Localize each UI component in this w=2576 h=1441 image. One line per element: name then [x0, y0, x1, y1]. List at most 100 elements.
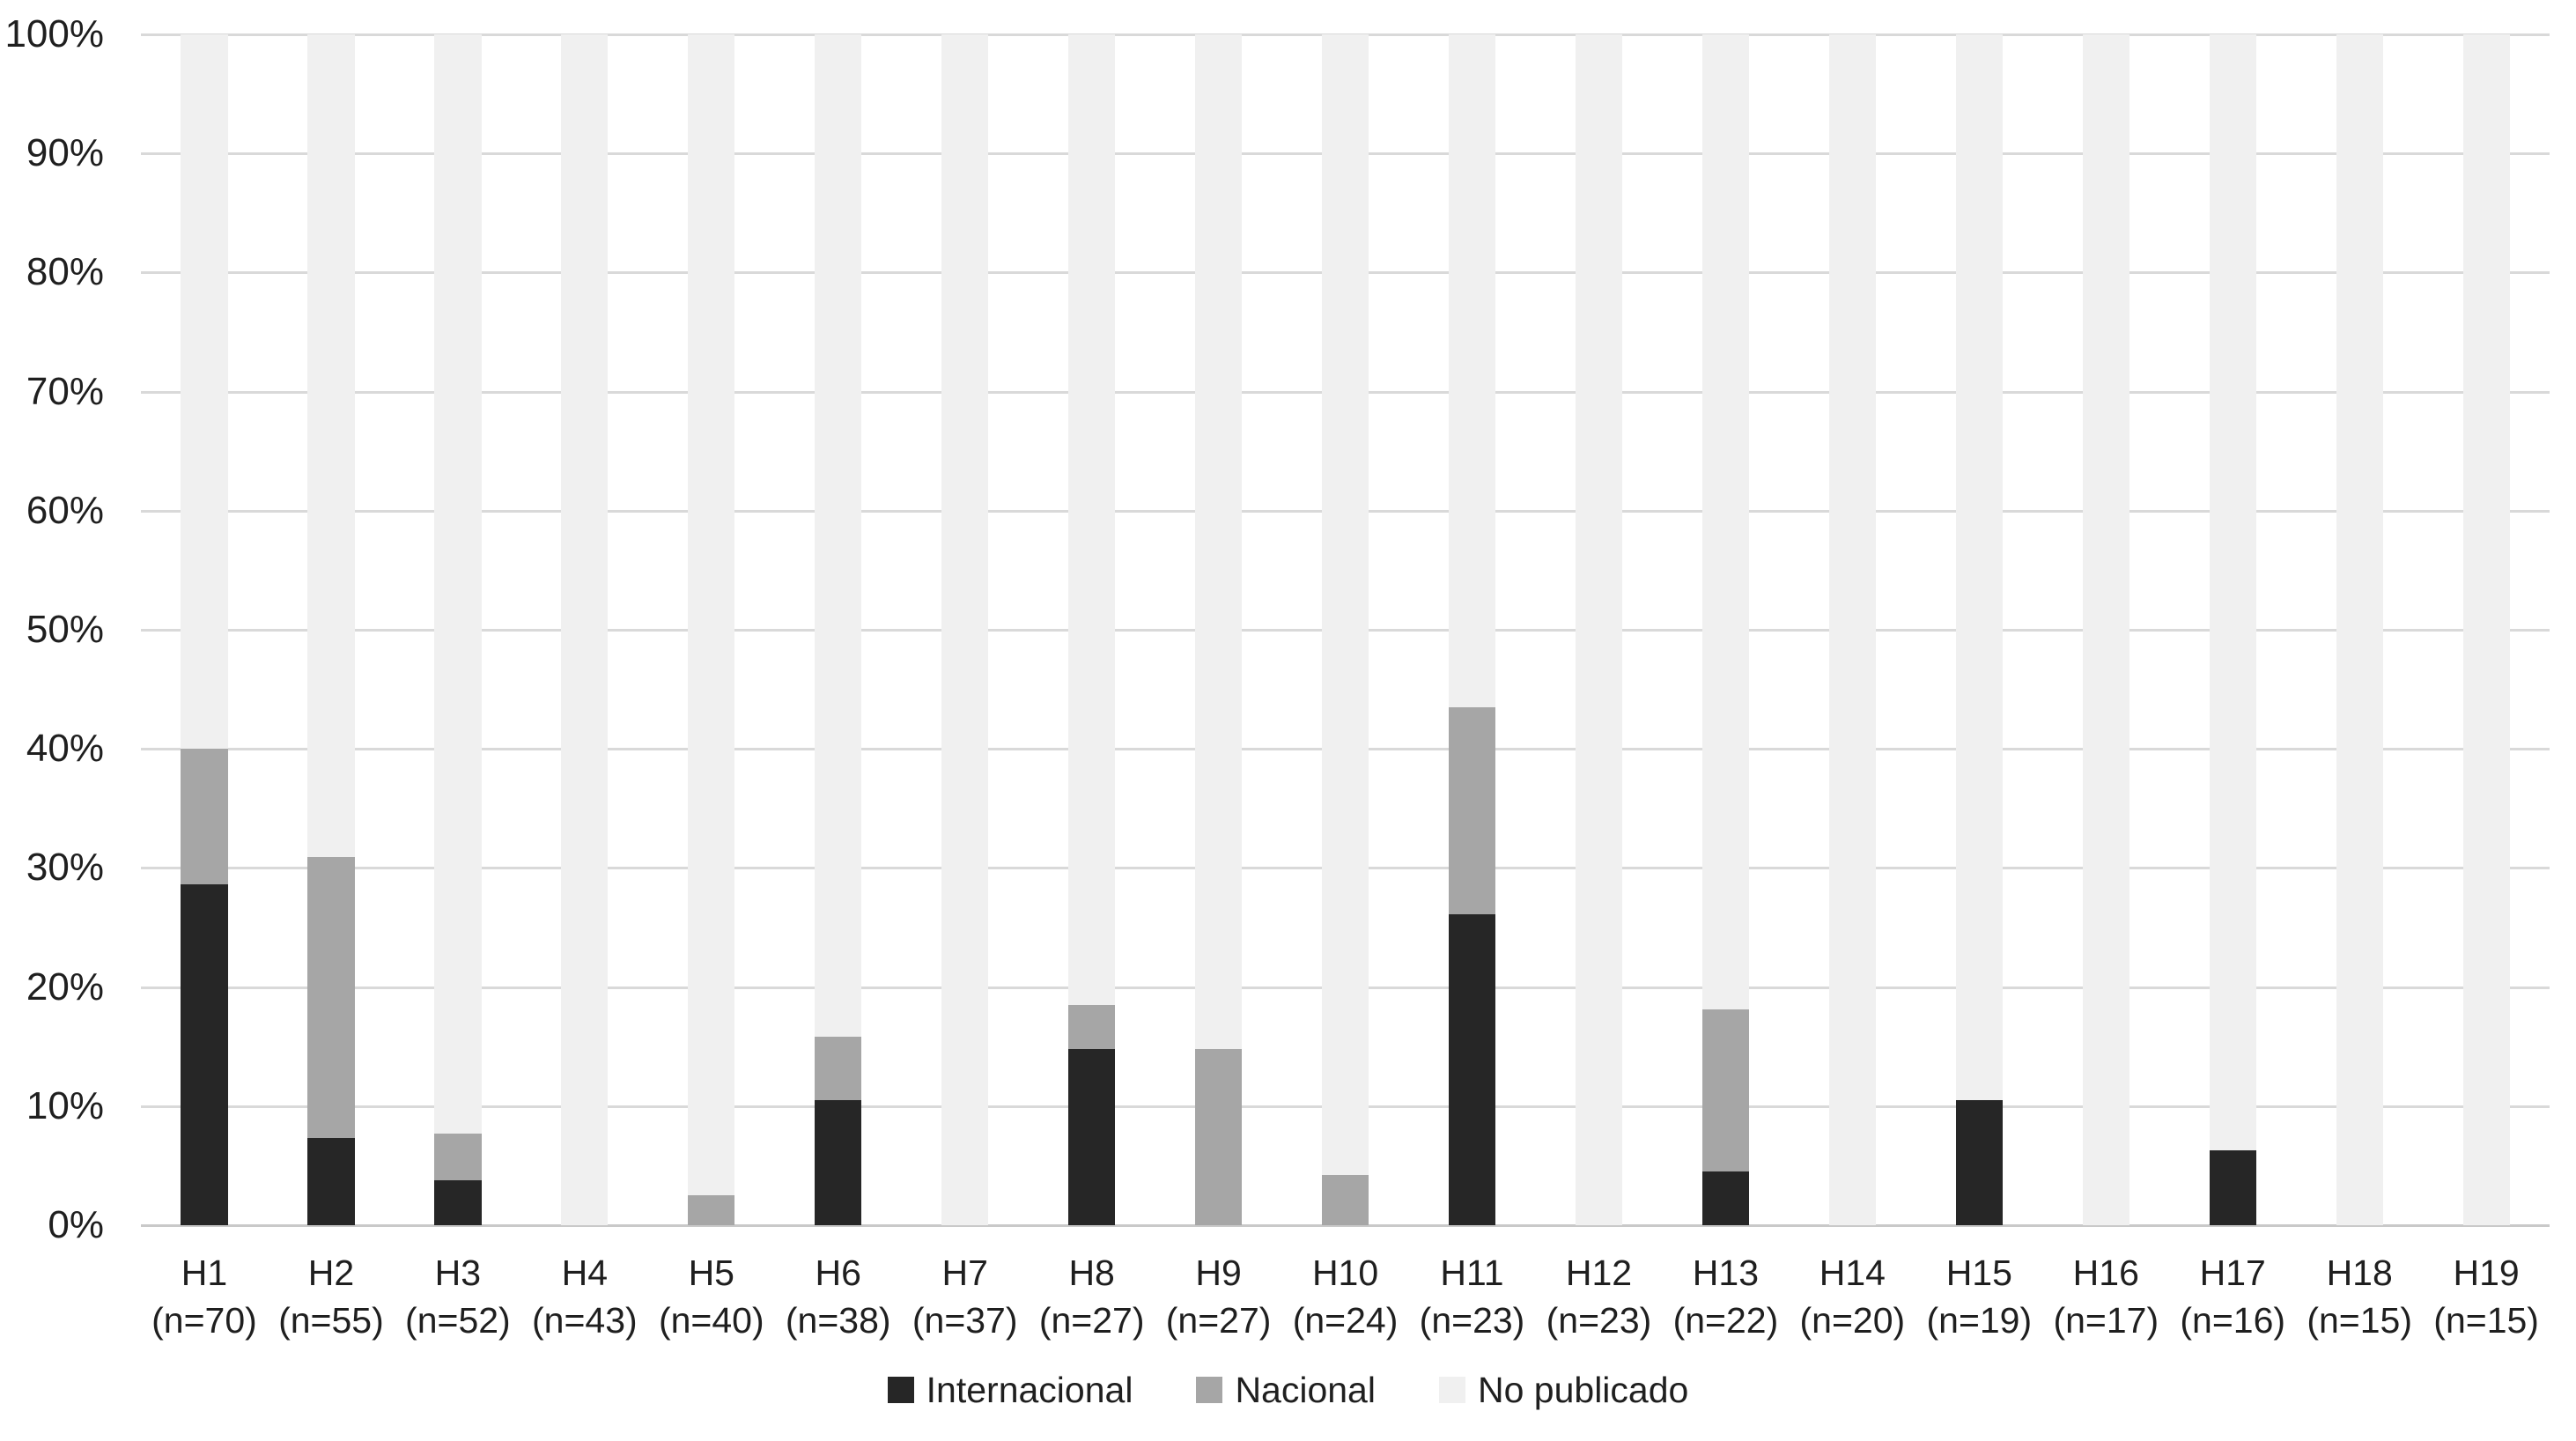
bar-segment-nacional: [1701, 1009, 1750, 1172]
bar-slot-h3: [395, 34, 521, 1225]
stacked-bar-h3: [434, 34, 482, 1225]
bar-slot-h17: [2169, 34, 2296, 1225]
bar-segment-no-publicado: [1701, 34, 1750, 1010]
bar-slot-h13: [1662, 34, 1789, 1225]
category-n: (n=24): [1292, 1300, 1399, 1341]
category-code: H4: [561, 1253, 609, 1293]
legend-label: Internacional: [926, 1370, 1133, 1410]
bar-segment-nacional: [815, 1037, 862, 1101]
bar-segment-internacional: [1448, 914, 1496, 1225]
category-code: H5: [688, 1253, 734, 1293]
category-n: (n=38): [785, 1300, 891, 1341]
category-n: (n=15): [2307, 1300, 2413, 1341]
category-n: (n=19): [1926, 1300, 2033, 1341]
bar-segment-no-publicado: [1828, 34, 1876, 1225]
y-tick-label: 10%: [26, 1084, 104, 1127]
x-category-label: H12 (n=23): [1535, 1249, 1662, 1344]
bar-segment-internacional: [1068, 1048, 1116, 1225]
bar-slot-h16: [2042, 34, 2169, 1225]
y-axis-labels: 0% 10% 20% 30% 40% 50% 60% 70% 80% 90% 100%: [0, 15, 104, 1245]
stacked-bar-h13: [1701, 34, 1750, 1225]
x-category-label: H18 (n=15): [2296, 1249, 2423, 1344]
bar-segment-no-publicado: [2336, 34, 2383, 1225]
bar-slot-h19: [2423, 34, 2550, 1225]
x-category-label: H3 (n=52): [395, 1249, 521, 1344]
bar-slot-h12: [1535, 34, 1662, 1225]
bar-segment-no-publicado: [307, 34, 355, 858]
y-tick-label: 40%: [26, 727, 104, 770]
stacked-bar-h11: [1448, 34, 1496, 1225]
category-code: H15: [1945, 1253, 2012, 1293]
legend-swatch-icon: [1196, 1377, 1223, 1403]
stacked-bar-h4: [561, 34, 609, 1225]
bar-segment-internacional: [1955, 1100, 2003, 1225]
bar-slot-h15: [1915, 34, 2042, 1225]
category-n: (n=70): [151, 1300, 257, 1341]
category-code: H6: [815, 1253, 861, 1293]
y-tick-label: 0%: [48, 1203, 104, 1246]
bar-segment-internacional: [815, 1100, 862, 1225]
legend-label: No publicado: [1477, 1370, 1689, 1410]
category-code: H13: [1692, 1253, 1760, 1293]
bar-segment-no-publicado: [688, 34, 735, 1196]
legend: Internacional Nacional No publicado: [0, 1371, 2576, 1409]
stacked-bar-h14: [1828, 34, 1876, 1225]
category-n: (n=23): [1419, 1300, 1525, 1341]
x-category-label: H7 (n=37): [902, 1249, 1029, 1344]
bar-segment-no-publicado: [1068, 34, 1116, 1005]
bar-segment-nacional: [307, 857, 355, 1139]
stacked-bar-h9: [1194, 34, 1243, 1225]
bar-segment-no-publicado: [2209, 34, 2256, 1150]
y-tick-label: 20%: [26, 965, 104, 1009]
bar-segment-internacional: [434, 1179, 482, 1225]
bar-slot-h2: [268, 34, 395, 1225]
x-category-label: H16 (n=17): [2042, 1249, 2169, 1344]
category-code: H9: [1195, 1253, 1242, 1293]
bar-segment-no-publicado: [2462, 34, 2510, 1225]
x-category-label: H11 (n=23): [1409, 1249, 1536, 1344]
legend-swatch-icon: [887, 1377, 914, 1403]
x-category-label: H10 (n=24): [1282, 1249, 1409, 1344]
category-code: H12: [1565, 1253, 1633, 1293]
x-category-label: H14 (n=20): [1789, 1249, 1915, 1344]
bar-segment-no-publicado: [815, 34, 862, 1038]
category-code: H7: [941, 1253, 988, 1293]
x-axis-line: [141, 1224, 2550, 1227]
stacked-bar-h1: [181, 34, 228, 1225]
stacked-bar-h16: [2082, 34, 2129, 1225]
category-n: (n=15): [2433, 1300, 2539, 1341]
bar-segment-no-publicado: [2082, 34, 2129, 1225]
stacked-bar-h2: [307, 34, 355, 1225]
y-tick-label: 80%: [26, 250, 104, 293]
legend-item-internacional: Internacional: [887, 1370, 1133, 1410]
bar-segment-nacional: [1194, 1048, 1243, 1225]
x-axis-labels: H1 (n=70) H2 (n=55) H3 (n=52) H4 (n=43) H5 (n=40)…: [141, 1249, 2550, 1344]
bar-slot-h4: [521, 34, 648, 1225]
category-code: H17: [2199, 1253, 2266, 1293]
bar-segment-no-publicado: [941, 34, 989, 1225]
stacked-bar-h12: [1575, 34, 1623, 1225]
plot-area: [141, 34, 2550, 1225]
bar-segment-nacional: [181, 749, 228, 885]
bar-segment-internacional: [181, 884, 228, 1225]
x-category-label: H4 (n=43): [521, 1249, 648, 1344]
stacked-bar-h17: [2209, 34, 2256, 1225]
category-code: H1: [181, 1253, 228, 1293]
bar-slot-h18: [2296, 34, 2423, 1225]
stacked-bar-h10: [1321, 34, 1369, 1225]
bar-slot-h10: [1282, 34, 1409, 1225]
y-tick-label: 90%: [26, 131, 104, 174]
bar-segment-no-publicado: [1448, 34, 1496, 707]
x-category-label: H9 (n=27): [1155, 1249, 1282, 1344]
bar-segment-no-publicado: [434, 34, 482, 1134]
bar-slot-h11: [1409, 34, 1536, 1225]
bar-segment-no-publicado: [181, 34, 228, 750]
category-n: (n=27): [1165, 1300, 1272, 1341]
category-code: H8: [1068, 1253, 1115, 1293]
bar-slot-h1: [141, 34, 268, 1225]
category-n: (n=23): [1546, 1300, 1652, 1341]
bar-slot-h6: [775, 34, 902, 1225]
bar-segment-no-publicado: [1955, 34, 2003, 1101]
bar-slot-h14: [1789, 34, 1915, 1225]
